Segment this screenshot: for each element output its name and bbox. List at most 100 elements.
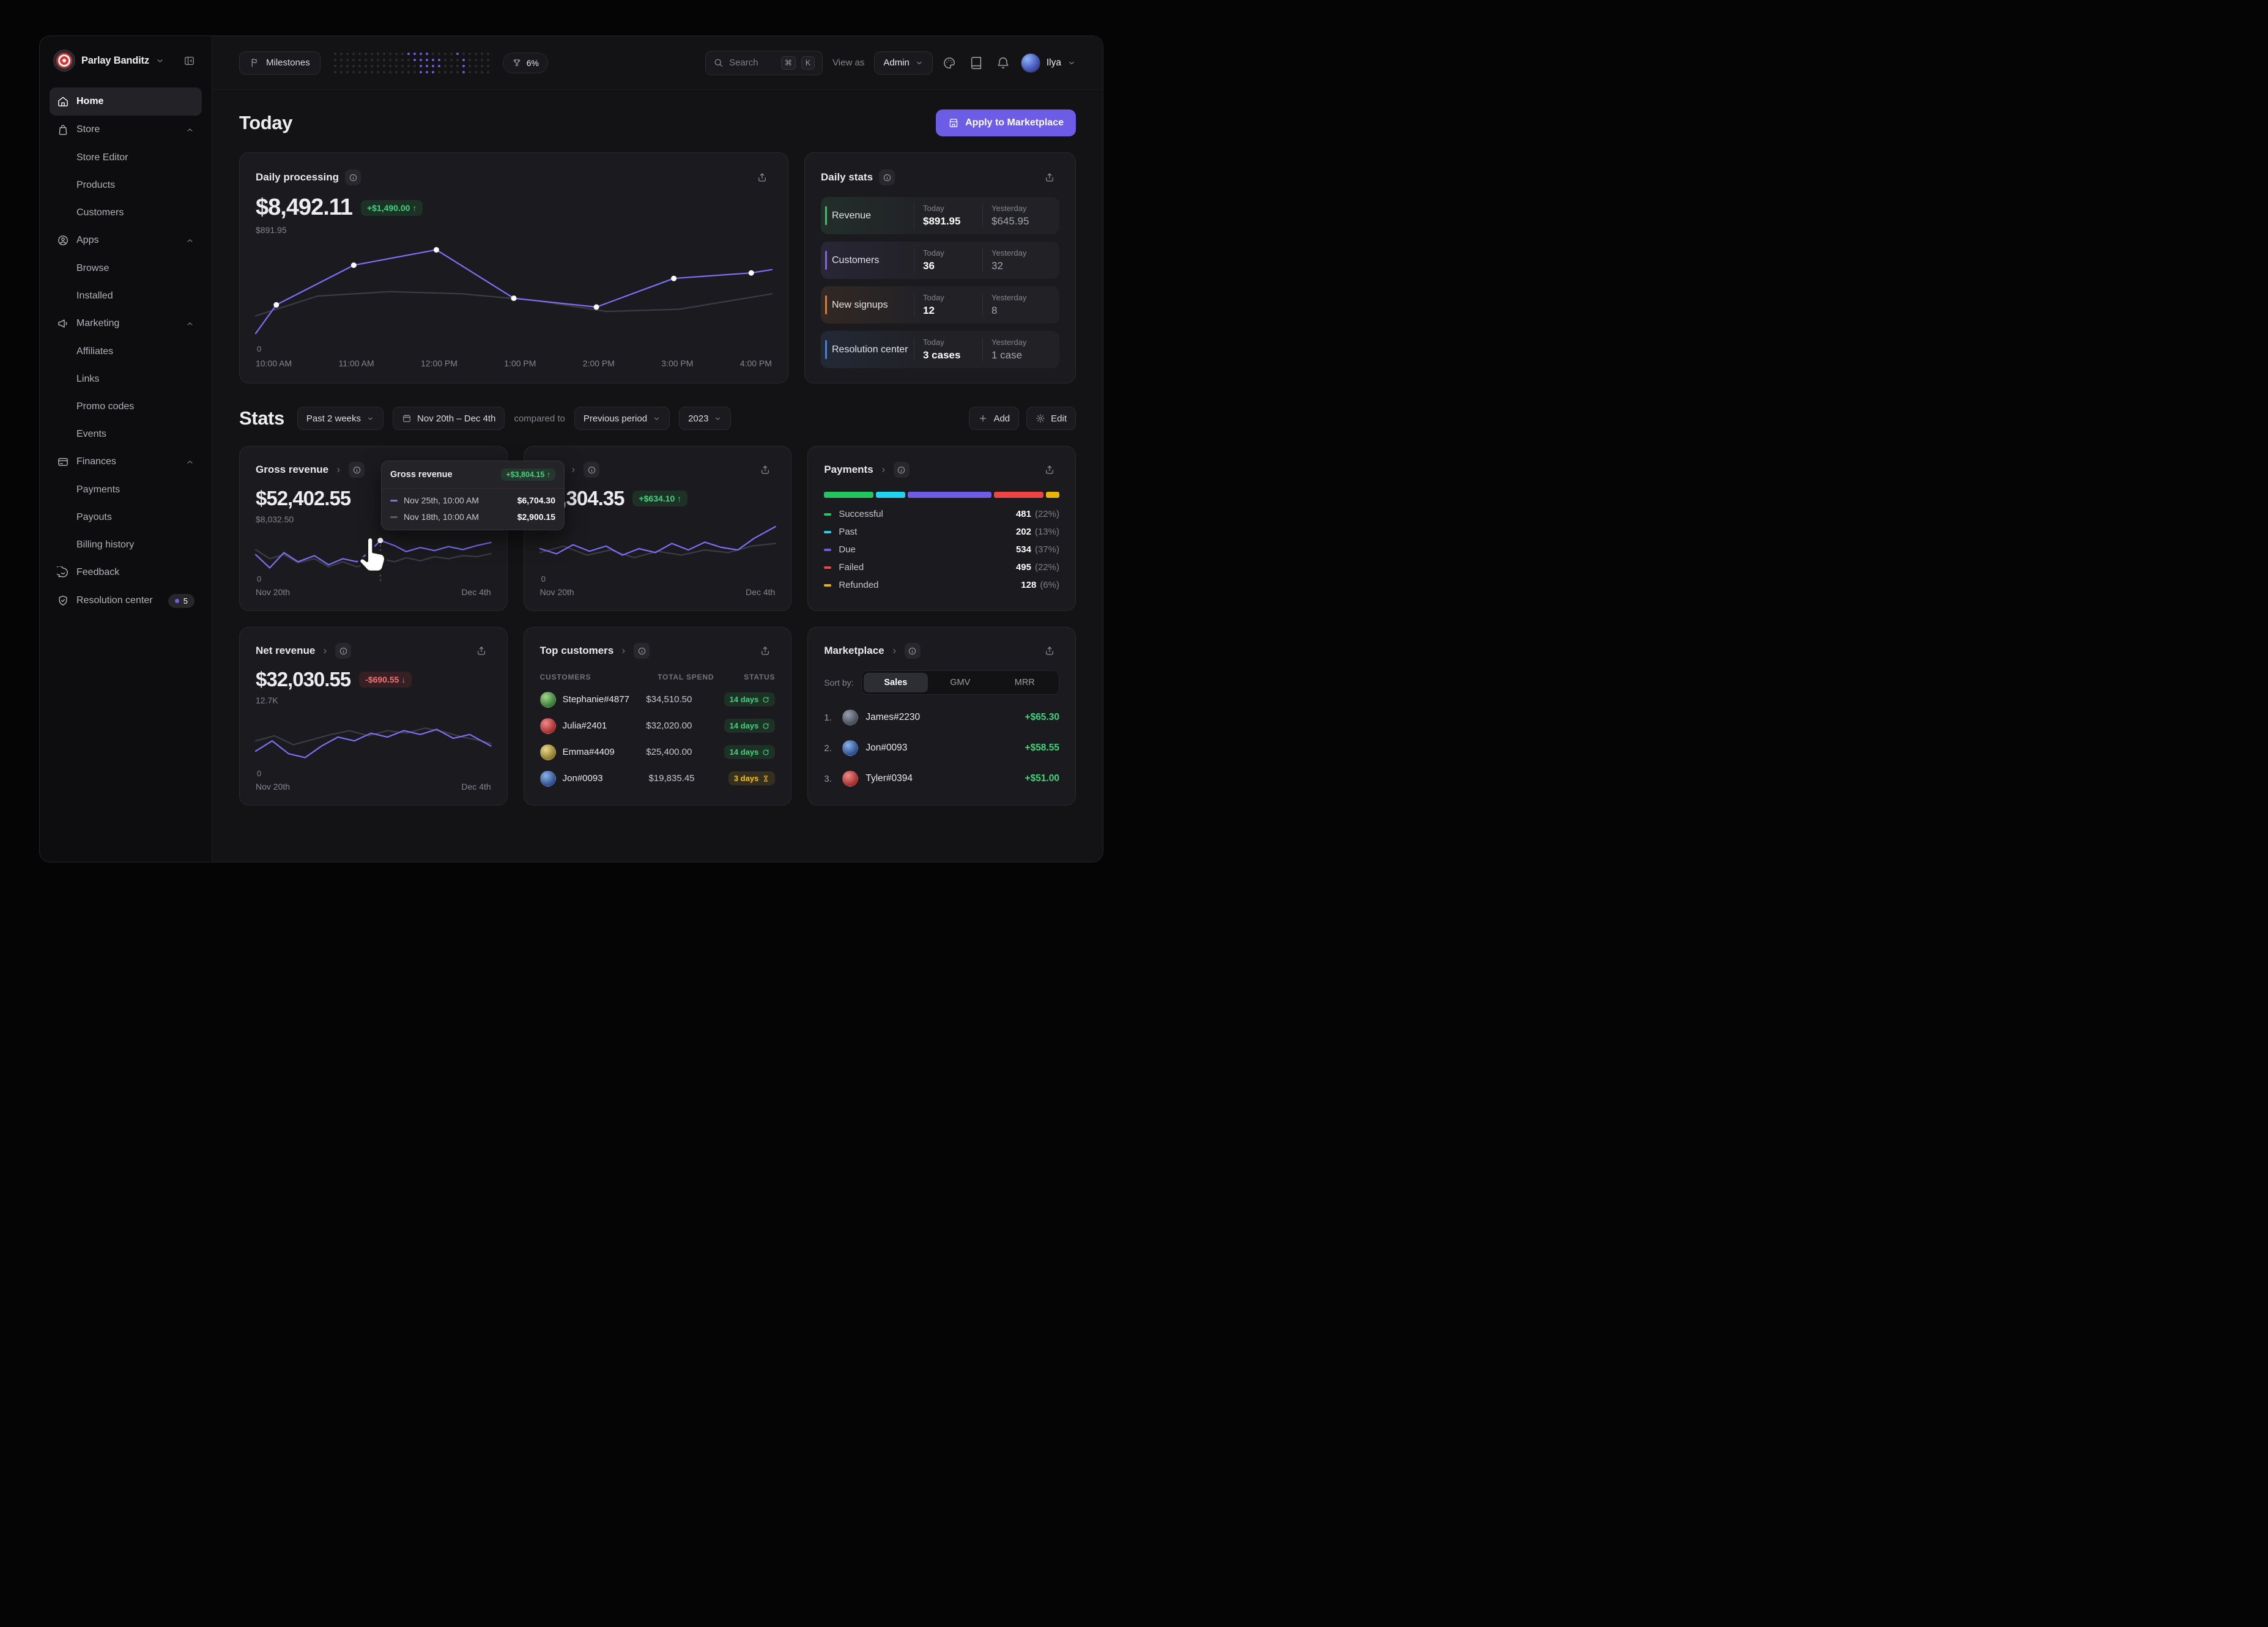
workspace-switcher[interactable]: Parlay Banditz: [50, 48, 202, 73]
refresh-icon: [762, 749, 769, 756]
chevron-right-icon[interactable]: [620, 647, 628, 655]
add-widget-button[interactable]: Add: [969, 407, 1020, 430]
legend-row-failed[interactable]: Failed 495 (22%): [824, 562, 1059, 573]
search-box[interactable]: ⌘ K: [705, 50, 823, 75]
y-axis-zero: 0: [257, 769, 262, 778]
export-button[interactable]: [755, 641, 775, 661]
stat-row-resolution-center[interactable]: Resolution center Today 3 cases Yesterday…: [821, 331, 1059, 368]
chevron-right-icon[interactable]: [880, 466, 888, 474]
sidebar-item-feedback[interactable]: Feedback: [50, 558, 202, 587]
workspace-avatar: [53, 50, 75, 72]
legend-row-due[interactable]: Due 534 (37%): [824, 544, 1059, 555]
sidebar-item-payouts[interactable]: Payouts: [50, 503, 202, 531]
sidebar-item-marketing[interactable]: Marketing: [50, 309, 202, 338]
sidebar-item-promo-codes[interactable]: Promo codes: [50, 393, 202, 420]
sidebar-item-installed[interactable]: Installed: [50, 282, 202, 309]
edit-widgets-button[interactable]: Edit: [1026, 407, 1076, 430]
sidebar-item-store-editor[interactable]: Store Editor: [50, 144, 202, 171]
export-button[interactable]: [1040, 460, 1059, 480]
info-button[interactable]: [345, 169, 361, 185]
legend-row-refunded[interactable]: Refunded 128 (6%): [824, 580, 1059, 590]
theme-button[interactable]: [943, 56, 957, 70]
view-as-dropdown[interactable]: Admin: [874, 51, 933, 75]
table-row[interactable]: Jon#0093 $19,835.45 3 days: [539, 765, 776, 791]
main-area: Milestones 6% ⌘ K View as Admin: [212, 36, 1103, 862]
sidebar-item-events[interactable]: Events: [50, 420, 202, 448]
notifications-button[interactable]: [996, 56, 1011, 70]
today-cards-row: Daily processing $8,492.11 +$1,490.00 ↑ …: [239, 152, 1076, 384]
stat-row-new-signups[interactable]: New signups Today 12 Yesterday 8: [821, 286, 1059, 324]
stat-row-customers[interactable]: Customers Today 36 Yesterday 32: [821, 242, 1059, 279]
tab-sales[interactable]: Sales: [863, 673, 928, 692]
list-item[interactable]: 1. James#2230 +$65.30: [824, 705, 1059, 730]
table-row[interactable]: Emma#4409 $25,400.00 14 days: [539, 739, 776, 765]
sidebar-collapse-button[interactable]: [180, 51, 198, 70]
legend-row-successful[interactable]: Successful 481 (22%): [824, 509, 1059, 519]
docs-button[interactable]: [969, 56, 984, 70]
refresh-icon: [762, 696, 769, 703]
chevron-right-icon[interactable]: [569, 466, 577, 474]
sidebar-item-links[interactable]: Links: [50, 365, 202, 393]
info-button[interactable]: [349, 462, 365, 478]
info-button[interactable]: [904, 643, 921, 659]
milestones-progress-dots: [333, 52, 489, 73]
table-row[interactable]: Stephanie#4877 $34,510.50 14 days: [539, 686, 776, 713]
tab-gmv[interactable]: GMV: [928, 673, 992, 692]
sidebar-item-resolution-center[interactable]: Resolution center 5: [50, 587, 202, 615]
info-button[interactable]: [584, 462, 600, 478]
stat-row-revenue[interactable]: Revenue Today $891.95 Yesterday $645.95: [821, 197, 1059, 234]
sidebar-item-apps[interactable]: Apps: [50, 226, 202, 254]
stats-actions: Add Edit: [969, 407, 1076, 430]
year-dropdown[interactable]: 2023: [679, 407, 732, 430]
info-button[interactable]: [634, 643, 650, 659]
export-button[interactable]: [1040, 168, 1059, 187]
legend-dash: [824, 548, 832, 551]
export-button[interactable]: [472, 641, 491, 661]
export-button[interactable]: [752, 168, 772, 187]
chevron-right-icon[interactable]: [321, 647, 329, 655]
sidebar-item-billing-history[interactable]: Billing history: [50, 531, 202, 558]
mrr-chart[interactable]: 0: [539, 516, 776, 584]
export-button[interactable]: [755, 460, 775, 480]
chevron-right-icon[interactable]: [891, 647, 899, 655]
list-item[interactable]: 3. Tyler#0394 +$51.00: [824, 766, 1059, 791]
milestones-progress-pill[interactable]: 6%: [502, 52, 548, 73]
tooltip-delta-badge: +$3,804.15 ↑: [501, 469, 555, 481]
info-button[interactable]: [893, 462, 910, 478]
chevron-right-icon[interactable]: [335, 466, 343, 474]
net-revenue-chart[interactable]: 0: [254, 711, 492, 778]
milestones-button[interactable]: Milestones: [239, 51, 321, 75]
daily-processing-chart[interactable]: 0: [254, 241, 773, 354]
date-range-picker[interactable]: Nov 20th – Dec 4th: [393, 407, 505, 430]
gross-revenue-chart[interactable]: 0: [254, 530, 492, 584]
compare-period-dropdown[interactable]: Previous period: [574, 407, 670, 430]
info-button[interactable]: [335, 643, 352, 659]
sidebar-item-home[interactable]: Home: [50, 87, 202, 116]
table-row[interactable]: Julia#2401 $32,020.00 14 days: [539, 713, 776, 739]
card-title: Daily processing: [256, 171, 339, 183]
sidebar-item-browse[interactable]: Browse: [50, 254, 202, 282]
sidebar-item-payments[interactable]: Payments: [50, 476, 202, 503]
y-axis-zero: 0: [541, 574, 546, 584]
user-menu[interactable]: Ilya: [1020, 53, 1076, 73]
export-button[interactable]: [1040, 641, 1059, 661]
sidebar-item-products[interactable]: Products: [50, 171, 202, 199]
sidebar-item-finances[interactable]: Finances: [50, 448, 202, 476]
bar-segment-successful: [824, 492, 874, 498]
sidebar-item-label: Home: [76, 96, 104, 106]
user-avatar: [1020, 53, 1040, 73]
tab-mrr[interactable]: MRR: [993, 673, 1057, 692]
rank: 3.: [824, 773, 832, 784]
info-button[interactable]: [879, 169, 895, 185]
top-customers-card: Top customers CUSTOMERS TOTAL SPEND STAT…: [523, 627, 792, 806]
list-item[interactable]: 2. Jon#0093 +$58.55: [824, 735, 1059, 761]
range-dropdown[interactable]: Past 2 weeks: [297, 407, 384, 430]
sidebar-item-store[interactable]: Store: [50, 116, 202, 144]
sidebar-item-affiliates[interactable]: Affiliates: [50, 338, 202, 365]
apply-to-marketplace-button[interactable]: Apply to Marketplace: [936, 109, 1076, 136]
search-input[interactable]: [729, 57, 776, 68]
milestones-label: Milestones: [266, 57, 310, 68]
milestones-percent: 6%: [526, 57, 539, 68]
legend-row-past[interactable]: Past 202 (13%): [824, 527, 1059, 537]
sidebar-item-customers[interactable]: Customers: [50, 199, 202, 226]
